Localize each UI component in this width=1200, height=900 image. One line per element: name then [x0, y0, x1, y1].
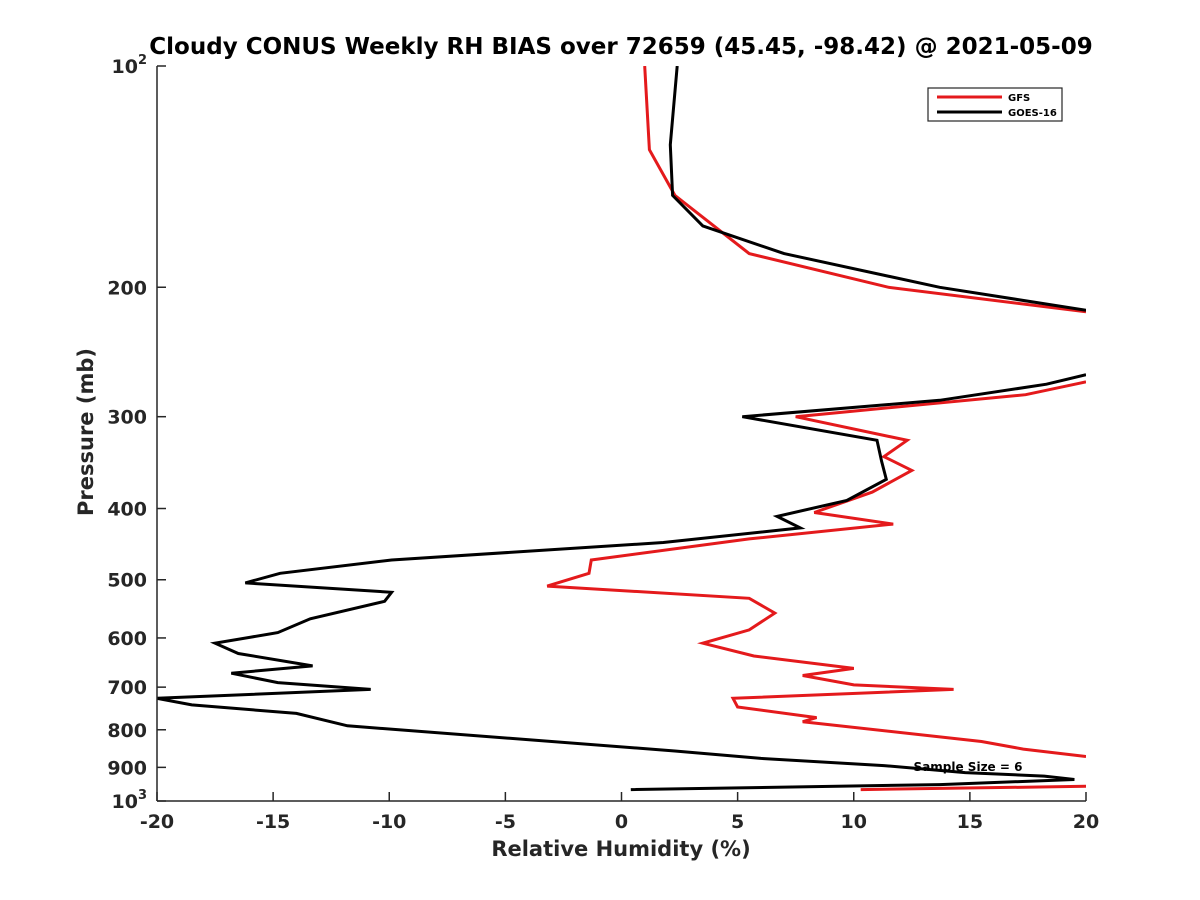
legend-label: GOES-16 [1008, 108, 1057, 119]
x-tick-label: 0 [615, 811, 628, 833]
x-tick-label: -5 [495, 811, 516, 833]
x-tick-label: -20 [140, 811, 174, 833]
series-line-gfs-0 [643, 66, 1086, 314]
x-axis-ticks: -20 -15 -10 -5 0 5 10 15 20 [140, 792, 1099, 833]
chart-title: Cloudy CONUS Weekly RH BIAS over 72659 (… [149, 34, 1092, 60]
series-line-goes-16-0 [668, 66, 1086, 312]
y-tick-label: 700 [107, 677, 147, 699]
series-line-goes-16-1 [157, 373, 1086, 792]
x-tick-label: 15 [957, 811, 983, 833]
y-tick-label: 500 [107, 570, 147, 592]
x-axis-title: Relative Humidity (%) [491, 837, 750, 861]
legend: GFS GOES-16 [927, 87, 1063, 122]
y-tick-label: 900 [107, 757, 147, 779]
y-tick-label: 300 [107, 407, 147, 429]
y-axis-title: Pressure (mb) [74, 348, 98, 516]
series-line-gfs-2 [860, 784, 1086, 792]
legend-label: GFS [1008, 93, 1030, 104]
y-tick-label: 200 [107, 277, 147, 299]
y-tick-label: 600 [107, 628, 147, 650]
plot-lines [157, 66, 1086, 792]
series-line-gfs-1 [546, 380, 1086, 758]
y-tick-label: 800 [107, 720, 147, 742]
x-tick-label: -10 [372, 811, 406, 833]
x-tick-label: 10 [841, 811, 867, 833]
legend-box [927, 87, 1063, 122]
sample-size-annotation: Sample Size = 6 [914, 760, 1023, 774]
x-tick-label: 5 [731, 811, 744, 833]
y-tick-label: 400 [107, 499, 147, 521]
x-tick-label: -15 [256, 811, 290, 833]
x-tick-label: 20 [1073, 811, 1099, 833]
